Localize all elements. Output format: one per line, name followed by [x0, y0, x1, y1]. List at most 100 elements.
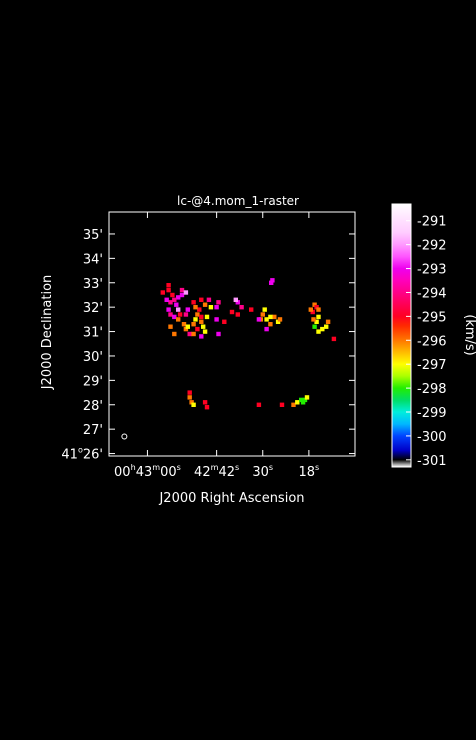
- map-pixel: [204, 314, 210, 320]
- map-pixel: [172, 297, 177, 302]
- map-pixel: [199, 314, 204, 320]
- map-pixel: [191, 331, 196, 337]
- x-tick-label: 42m42s: [194, 463, 239, 480]
- map-pixel: [202, 329, 208, 334]
- map-pixel: [235, 300, 240, 305]
- map-pixel: [314, 305, 319, 310]
- map-pixel: [310, 309, 315, 315]
- map-pixel: [214, 305, 219, 310]
- map-pixel: [195, 326, 200, 332]
- beam-marker: [121, 433, 128, 440]
- colorbar-tick-label: -295: [417, 310, 447, 325]
- map-pixel: [199, 319, 204, 324]
- beam-ellipse: [121, 433, 128, 440]
- x-tick-label: 18s: [299, 463, 320, 480]
- y-axis-ticks: 41o26' 27' 28' 29' 30' 31' 32' 33' 34' 35': [61, 228, 355, 463]
- map-pixel: [249, 307, 254, 312]
- map-pixel: [324, 324, 329, 329]
- map-pixel: [185, 324, 190, 329]
- map-pixel: [260, 312, 265, 317]
- map-pixel: [202, 400, 208, 405]
- map-pixel: [262, 307, 267, 312]
- map-pixel: [216, 300, 221, 305]
- map-pixel: [183, 312, 189, 317]
- map-pixel: [295, 400, 300, 405]
- map-pixel: [168, 300, 173, 305]
- map-pixel: [197, 307, 202, 312]
- map-pixel: [176, 295, 181, 300]
- map-pixel: [312, 324, 317, 329]
- map-pixel: [183, 326, 189, 332]
- pixel-layer: [160, 278, 337, 410]
- map-pixel: [176, 317, 181, 322]
- chart-title: lc-@4.mom_1-raster: [177, 194, 299, 208]
- map-pixel: [191, 300, 196, 305]
- y-tick-label: 29': [83, 374, 103, 389]
- map-pixel: [331, 336, 337, 342]
- y-tick-label: 32': [83, 301, 103, 316]
- map-pixel: [275, 319, 281, 324]
- map-pixel: [235, 312, 240, 317]
- colorbar-tick-label: -293: [417, 263, 447, 278]
- y-tick-label: 41o26': [61, 446, 103, 463]
- map-pixel: [204, 405, 210, 410]
- x-axis-ticks: 00h43m00s 42m42s 30s 18s: [114, 212, 319, 480]
- map-pixel: [264, 317, 269, 322]
- y-tick-label: 31': [83, 326, 103, 341]
- map-pixel: [187, 395, 192, 400]
- map-pixel: [193, 317, 198, 322]
- map-pixel: [166, 307, 171, 312]
- colorbar-tick-label: -301: [417, 454, 447, 469]
- map-pixel: [316, 307, 321, 312]
- colorbar-tick-label: -298: [417, 382, 447, 397]
- y-tick-label: 33': [83, 277, 103, 292]
- map-pixel: [264, 326, 269, 332]
- map-pixel: [208, 305, 214, 310]
- map-pixel: [216, 331, 221, 337]
- y-axis-label: J2000 Declination: [40, 275, 55, 391]
- map-pixel: [316, 314, 321, 320]
- map-pixel: [222, 319, 227, 324]
- colorbar: [391, 203, 412, 468]
- map-pixel: [191, 402, 196, 407]
- map-pixel: [172, 331, 177, 337]
- map-pixel: [229, 309, 235, 315]
- y-tick-label: 35': [83, 228, 103, 243]
- x-tick-label: 00h43m00s: [114, 463, 181, 480]
- map-pixel: [193, 305, 198, 310]
- colorbar-tick-label: -299: [417, 406, 447, 421]
- x-tick-label: 30s: [252, 463, 273, 480]
- map-pixel: [256, 317, 262, 322]
- map-pixel: [183, 290, 189, 295]
- y-tick-label: 28': [83, 399, 103, 414]
- map-pixel: [176, 307, 181, 312]
- map-pixel: [179, 287, 185, 293]
- map-pixel: [214, 317, 219, 322]
- map-pixel: [268, 314, 273, 320]
- map-pixel: [268, 322, 273, 327]
- map-pixel: [177, 312, 183, 317]
- map-pixel: [164, 297, 169, 302]
- map-pixel: [269, 280, 274, 285]
- colorbar-label: (km/s): [462, 314, 476, 356]
- map-pixel: [270, 278, 275, 283]
- colorbar-tick-label: -297: [417, 358, 447, 373]
- map-pixel: [277, 317, 283, 322]
- colorbar-tick-label: -291: [417, 215, 447, 230]
- map-pixel: [174, 302, 179, 307]
- map-pixel: [291, 402, 296, 407]
- map-pixel: [272, 314, 277, 320]
- map-pixel: [202, 302, 208, 307]
- map-pixel: [320, 326, 325, 332]
- map-pixel: [312, 302, 317, 307]
- plot-frame: [108, 211, 356, 457]
- colorbar-tick-label: -294: [417, 286, 447, 301]
- colorbar-tick-label: -296: [417, 334, 447, 349]
- map-pixel: [206, 297, 212, 302]
- map-pixel: [311, 317, 316, 322]
- x-axis-label: J2000 Right Ascension: [158, 491, 304, 506]
- map-pixel: [199, 297, 204, 302]
- map-pixel: [304, 395, 310, 400]
